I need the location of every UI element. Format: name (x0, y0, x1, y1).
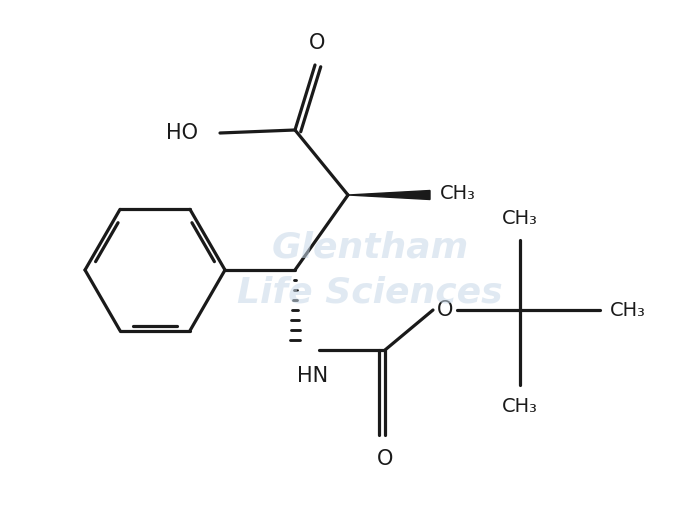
Text: HN: HN (297, 366, 328, 386)
Text: O: O (377, 449, 393, 469)
Text: CH₃: CH₃ (502, 209, 538, 228)
Text: CH₃: CH₃ (502, 397, 538, 416)
Polygon shape (348, 190, 430, 200)
Text: CH₃: CH₃ (440, 184, 476, 202)
Text: HO: HO (166, 123, 198, 143)
Text: O: O (309, 33, 325, 53)
Text: O: O (437, 300, 453, 320)
Text: CH₃: CH₃ (610, 301, 646, 319)
Text: Glentham
Life Sciences: Glentham Life Sciences (237, 230, 503, 309)
